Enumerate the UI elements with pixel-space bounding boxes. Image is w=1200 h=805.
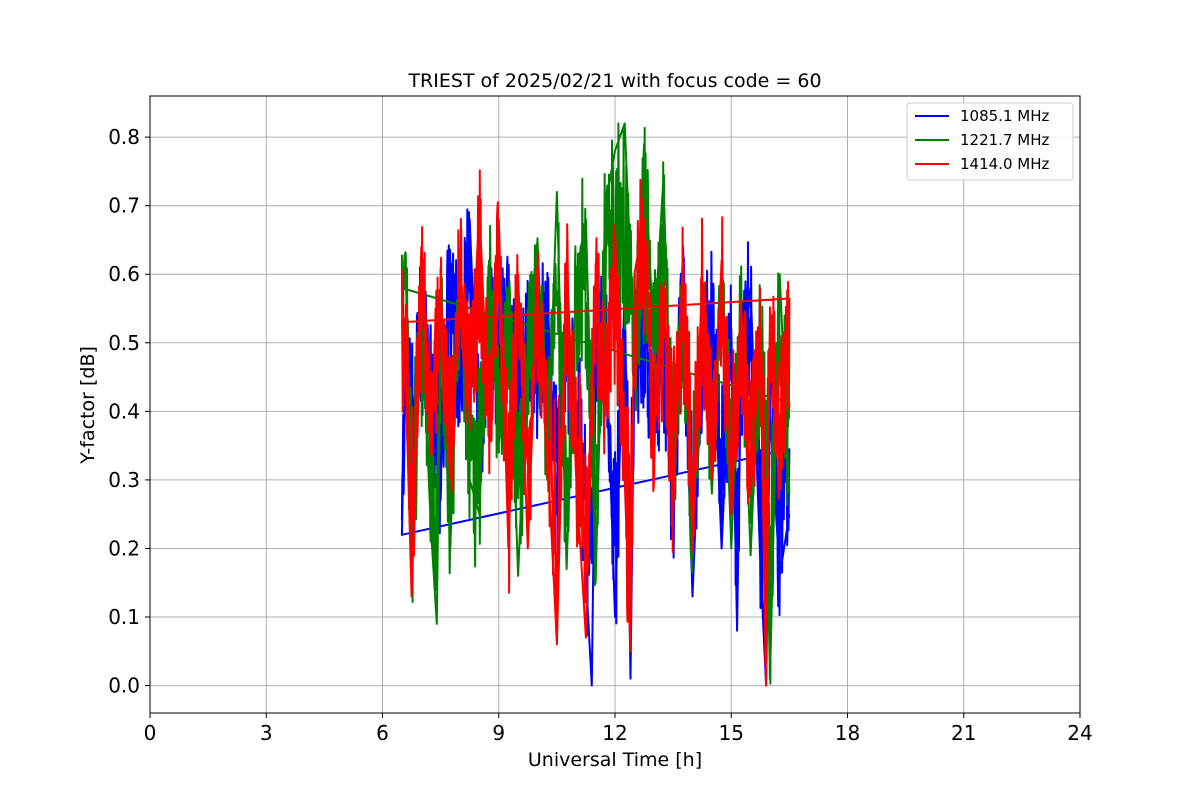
x-tick-label: 24 [1067,721,1092,745]
x-tick-label: 15 [719,721,744,745]
y-tick-label: 0.3 [108,468,140,492]
legend-label-1414: 1414.0 MHz [960,155,1049,173]
x-tick-label: 18 [835,721,860,745]
y-axis-label: Y-factor [dB] [77,346,99,465]
chart-title: TRIEST of 2025/02/21 with focus code = 6… [407,70,821,92]
grid-layer [149,96,1081,713]
legend-label-1221: 1221.7 MHz [960,131,1049,149]
x-tick-label: 0 [144,721,157,745]
x-tick-label: 3 [260,721,273,745]
y-tick-label: 0.1 [108,605,140,629]
y-tick-label: 0.5 [108,331,140,355]
y-tick-label: 0.2 [108,536,140,560]
data-layer [400,122,791,687]
y-tick-label: 0.4 [108,399,140,423]
legend: 1085.1 MHz 1221.7 MHz 1414.0 MHz [906,102,1074,181]
tick-layer: 0 3 6 9 12 15 18 21 24 0.0 0.1 0.2 0.3 0.4 0.5 0.6 0.7 0.… [108,125,1093,745]
x-tick-label: 12 [602,721,627,745]
y-tick-label: 0.0 [108,674,140,698]
y-tick-label: 0.6 [108,262,140,286]
y-tick-label: 0.8 [108,125,140,149]
legend-box [906,102,1074,181]
series-line-1414 [400,169,791,687]
y-tick-label: 0.7 [108,194,140,218]
legend-label-1085: 1085.1 MHz [960,107,1049,125]
x-axis-label: Universal Time [h] [528,749,702,771]
x-tick-label: 6 [376,721,389,745]
x-tick-label: 21 [951,721,976,745]
x-tick-label: 9 [492,721,505,745]
